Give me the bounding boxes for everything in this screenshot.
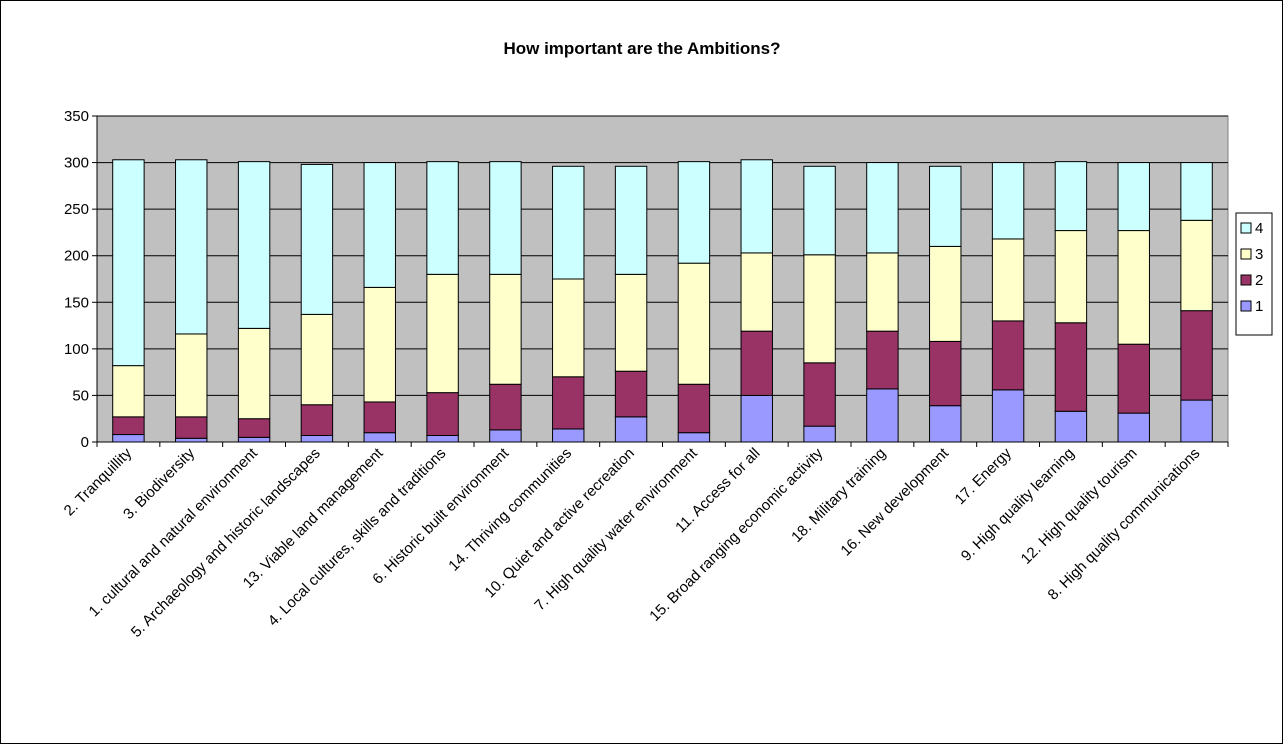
x-category-label: 9. High quality learning	[958, 445, 1078, 565]
bar-segment	[237, 436, 271, 443]
bar-segment	[175, 159, 208, 335]
bar-segment	[175, 333, 208, 418]
y-tick-label: 350	[64, 108, 89, 125]
y-tick-label: 250	[64, 201, 89, 218]
y-tick-label: 100	[64, 341, 89, 358]
bar-segment	[426, 161, 459, 275]
bar-segment	[300, 404, 334, 436]
bar-segment	[740, 394, 773, 443]
x-category-label: 12. High quality tourism	[1018, 445, 1141, 568]
bar-segment	[112, 159, 145, 367]
bar-segment	[929, 245, 962, 342]
bar-segment	[552, 165, 585, 280]
bar-segment	[677, 262, 711, 385]
x-category-label: 14. Thriving communities	[445, 445, 575, 575]
bar-segment	[300, 313, 334, 406]
legend-swatch	[1240, 300, 1252, 312]
bar-segment	[1117, 343, 1150, 414]
legend-swatch	[1240, 274, 1252, 286]
bar-segment	[803, 165, 836, 256]
legend-swatch	[1240, 222, 1252, 234]
bar-segment	[112, 365, 145, 418]
bar-segment	[363, 401, 396, 434]
bar-segment	[426, 273, 459, 394]
bar-segment	[363, 432, 396, 443]
bar-segment	[552, 376, 585, 430]
bar-segment	[552, 278, 585, 378]
bar-segment	[489, 383, 522, 431]
bar-segment	[300, 434, 334, 443]
bar-segment	[1117, 230, 1150, 345]
plot-background	[96, 115, 1229, 443]
bar-segment	[1054, 322, 1088, 412]
bar-segment	[1180, 310, 1213, 401]
bar-segment	[803, 362, 836, 427]
bar-segment	[677, 161, 711, 264]
bar-segment	[740, 159, 773, 254]
y-tick-label: 150	[64, 294, 89, 311]
bar-segment	[426, 392, 459, 436]
bar-segment	[1054, 161, 1088, 232]
bar-segment	[740, 330, 773, 396]
legend: 4 3 2 1	[1235, 212, 1273, 336]
bar-segment	[552, 428, 585, 443]
bar-segment	[677, 432, 711, 443]
bar-segment	[991, 238, 1025, 322]
bar-segment	[1054, 410, 1088, 443]
bar-segment	[614, 416, 648, 443]
bar-segment	[929, 165, 962, 247]
bar-segment	[426, 434, 459, 443]
bar-segment	[1180, 219, 1213, 312]
bar-segment	[1180, 162, 1213, 221]
bar-segment	[614, 165, 648, 275]
bar-segment	[237, 327, 271, 420]
legend-label: 2	[1255, 272, 1263, 289]
bar-segment	[237, 418, 271, 438]
bar-segment	[803, 425, 836, 443]
y-tick-label: 50	[72, 387, 89, 404]
bar-segment	[489, 273, 522, 385]
bar-segment	[1117, 162, 1150, 232]
legend-label: 1	[1255, 298, 1263, 315]
bar-segment	[237, 161, 271, 329]
chart-title: How important are the Ambitions?	[503, 39, 780, 58]
bar-segment	[489, 429, 522, 443]
bar-segment	[175, 416, 208, 439]
bar-segment	[363, 286, 396, 403]
bar-segment	[112, 416, 145, 436]
bar-segment	[929, 405, 962, 443]
legend-swatch	[1240, 248, 1252, 260]
bar-segment	[614, 370, 648, 418]
x-category-label: 16. New development	[837, 444, 952, 559]
bar-segment	[991, 389, 1025, 443]
y-tick-label: 0	[81, 434, 89, 451]
bar-segment	[614, 273, 648, 372]
bar-segment	[866, 162, 899, 254]
bar-segment	[1054, 230, 1088, 324]
bar-segment	[866, 252, 899, 332]
bar-segment	[991, 320, 1025, 391]
legend-label: 4	[1255, 220, 1263, 237]
bar-segment	[363, 162, 396, 288]
bar-segment	[866, 388, 899, 443]
bar-segment	[929, 340, 962, 407]
bar-segment	[300, 163, 334, 315]
bar-segment	[489, 161, 522, 275]
legend-label: 3	[1255, 246, 1263, 263]
x-category-label: 17. Energy	[952, 444, 1016, 508]
bar-segment	[1180, 399, 1213, 443]
bar-segment	[991, 162, 1025, 240]
bar-segment	[866, 330, 899, 390]
bar-segment	[1117, 412, 1150, 443]
bar-segment	[677, 383, 711, 434]
bar-segment	[175, 437, 208, 443]
bar-segment	[112, 434, 145, 443]
bar-segment	[740, 252, 773, 332]
y-tick-label: 300	[64, 155, 89, 172]
y-tick-label: 200	[64, 248, 89, 265]
bar-segment	[803, 254, 836, 364]
